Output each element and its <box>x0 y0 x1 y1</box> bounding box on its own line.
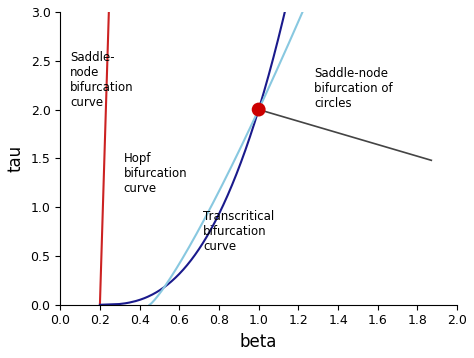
Text: Saddle-node
bifurcation of
circles: Saddle-node bifurcation of circles <box>314 67 393 110</box>
Point <box>255 107 263 112</box>
Text: Hopf
bifurcation
curve: Hopf bifurcation curve <box>124 151 187 194</box>
Text: Saddle-
node
bifurcation
curve: Saddle- node bifurcation curve <box>70 51 134 109</box>
Y-axis label: tau: tau <box>7 145 25 172</box>
Text: Transcritical
bifurcation
curve: Transcritical bifurcation curve <box>203 210 274 253</box>
X-axis label: beta: beta <box>240 333 277 351</box>
